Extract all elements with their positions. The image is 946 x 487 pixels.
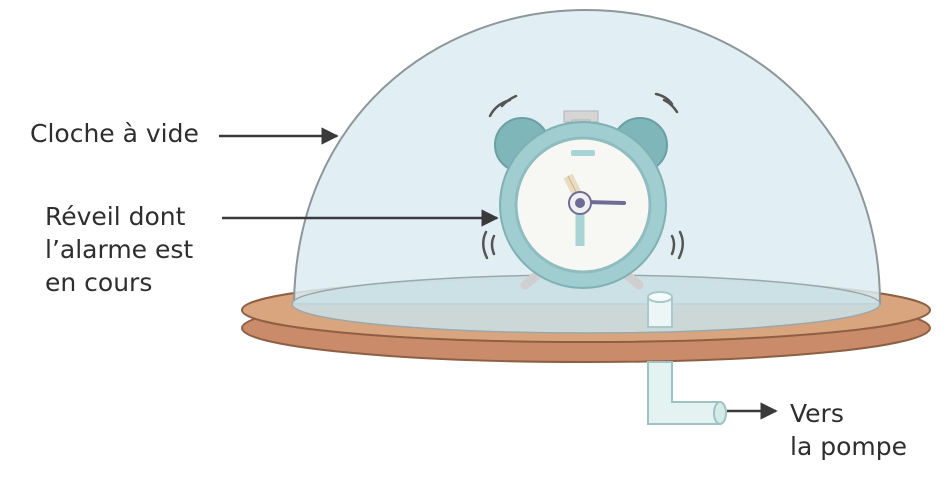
pipe-opening [647, 291, 673, 328]
vibration-lines-icon [482, 92, 684, 260]
pump-label-line-1: Vers [790, 399, 844, 428]
alarm-clock-icon [494, 110, 668, 290]
pump-label: Vers la pompe [790, 397, 907, 463]
alarm-clock-label: Réveil dont l’alarme est en cours [45, 200, 193, 299]
bell-jar-label-text: Cloche à vide [30, 119, 199, 148]
alarm-clock-label-line-1: Réveil dont [45, 202, 186, 231]
arrow-icon [219, 127, 778, 420]
pump-tube [647, 361, 727, 425]
alarm-clock-label-line-2: l’alarme est [45, 235, 194, 264]
bell-jar-label: Cloche à vide [30, 117, 199, 150]
pump-label-line-2: la pompe [790, 432, 907, 461]
alarm-clock-label-line-3: en cours [45, 268, 153, 297]
